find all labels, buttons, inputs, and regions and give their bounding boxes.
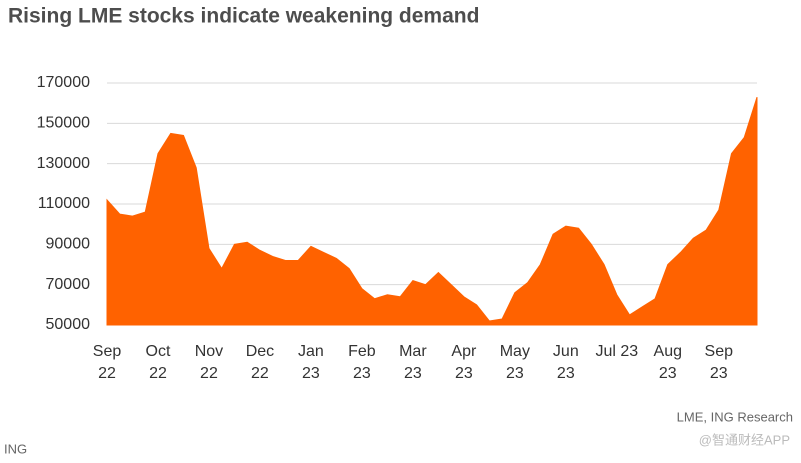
footer: ING [4, 441, 27, 456]
y-tick-label: 150000 [37, 115, 90, 132]
x-tick-label-line: May [500, 343, 530, 360]
y-tick-label: 170000 [37, 74, 90, 91]
x-tick-label-line: 23 [455, 365, 473, 382]
y-tick-label: 50000 [46, 316, 91, 333]
x-tick-label-line: 22 [149, 365, 167, 382]
x-tick-label-line: Oct [146, 343, 171, 360]
x-tick-label-line: Dec [246, 343, 274, 360]
x-tick-label-line: Jun [553, 343, 579, 360]
x-tick-label-line: Sep [93, 343, 122, 360]
x-tick-label-line: Nov [195, 343, 223, 360]
y-tick-label: 110000 [38, 195, 90, 212]
x-tick-label-line: 23 [659, 365, 677, 382]
y-tick-label: 90000 [46, 236, 91, 253]
x-tick-label: Jun 23 [553, 343, 579, 382]
x-tick-label-line: 23 [710, 365, 728, 382]
x-tick-label-line: 22 [98, 365, 116, 382]
x-tick-label-line: 23 [506, 365, 524, 382]
x-tick-label-line: Feb [348, 343, 376, 360]
area [106, 96, 758, 326]
source: LME, ING Research [677, 409, 793, 424]
x-tick-label: Aug 23 [654, 343, 682, 382]
x-tick-label-line: Jan [298, 343, 324, 360]
x-tick-label: Mar 23 [399, 343, 427, 382]
x-tick-label: Dec 22 [246, 343, 274, 382]
x-tick-label-line: 22 [200, 365, 218, 382]
x-tick-label-line: 23 [302, 365, 320, 382]
chart-title: Rising LME stocks indicate weakening dem… [8, 5, 479, 28]
x-tick-label: Sep 23 [705, 343, 734, 382]
x-tick-label-line: 23 [353, 365, 371, 382]
x-tick-label-line: Mar [399, 343, 427, 360]
x-tick-label: Apr 23 [451, 343, 477, 382]
x-tick-label-line: 22 [251, 365, 269, 382]
x-tick-label: Oct 22 [146, 343, 171, 382]
y-tick-label: 130000 [37, 155, 90, 172]
watermark: @智通财经APP [699, 432, 790, 447]
y-tick-label: 70000 [46, 276, 91, 293]
x-tick-label: Sep 22 [93, 343, 122, 382]
x-tick-label: Feb 23 [348, 343, 376, 382]
x-tick-label: Jan 23 [298, 343, 324, 382]
x-tick-label-line: Sep [705, 343, 734, 360]
x-tick-label-line: Apr [451, 343, 477, 360]
x-tick-label-line: 23 [404, 365, 422, 382]
x-tick-label: May 23 [500, 343, 530, 382]
x-tick-label: Jul 23 [595, 343, 638, 360]
x-tick-label-line: Aug [654, 343, 682, 360]
x-tick-label-line: 23 [557, 365, 575, 382]
x-tick-label: Nov 22 [195, 343, 223, 382]
